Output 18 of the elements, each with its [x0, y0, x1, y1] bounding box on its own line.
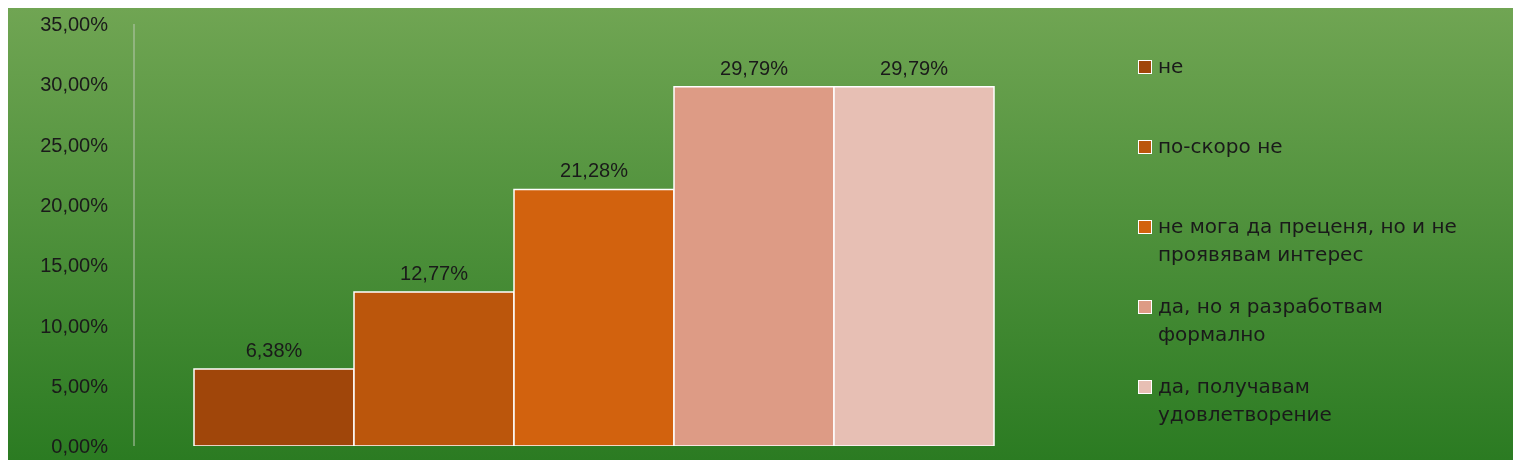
y-tick-label: 35,00% [40, 13, 109, 36]
data-label: 21,28% [560, 159, 629, 182]
y-tick-label: 15,00% [40, 254, 109, 277]
y-tick-label: 20,00% [40, 193, 109, 216]
y-tick-label: 5,00% [51, 374, 109, 397]
legend-label: не [1158, 53, 1185, 80]
legend-label: не мога да преценя, но и не проявявам интерес [1158, 213, 1458, 268]
legend-label: да, но я разработвам формално [1158, 293, 1384, 348]
y-tick-label: 25,00% [40, 133, 109, 156]
legend-label: по-скоро не [1158, 133, 1284, 160]
y-tick-label: 30,00% [40, 73, 109, 96]
data-label: 29,79% [880, 56, 949, 79]
y-tick-label: 10,00% [40, 314, 109, 337]
data-label: 29,79% [720, 56, 789, 79]
data-label: 6,38% [245, 339, 303, 362]
y-tick-label: 0,00% [51, 435, 109, 458]
legend-label: да, получавам удовлетворение [1158, 373, 1333, 428]
data-label: 12,77% [400, 262, 469, 285]
